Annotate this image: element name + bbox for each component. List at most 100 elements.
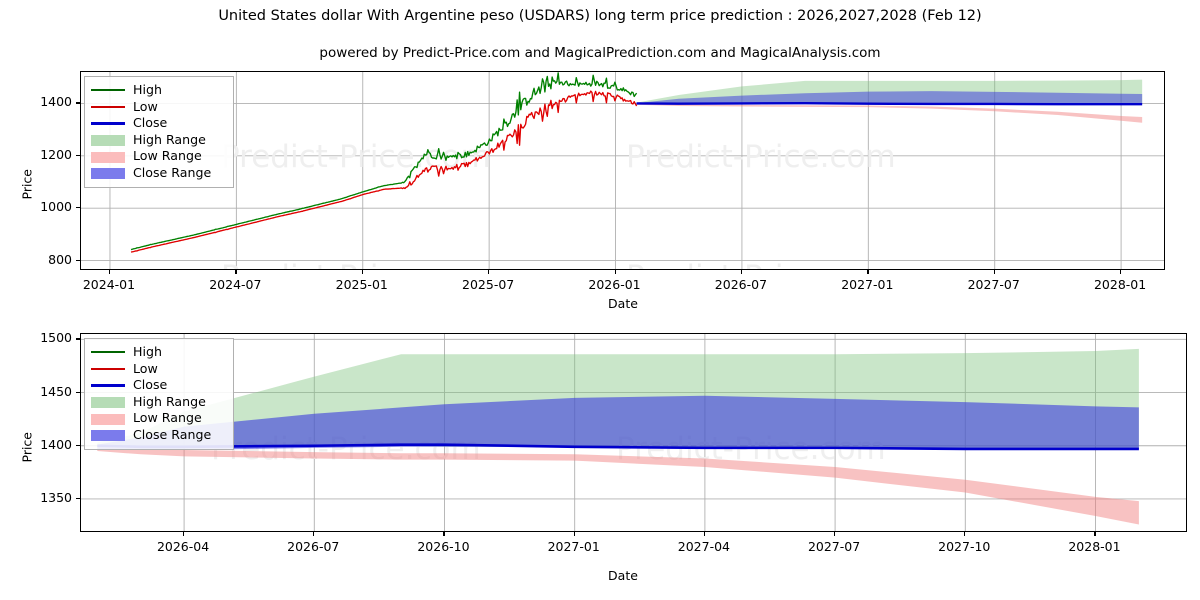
legend-item-high-range: High Range [91,394,226,411]
x-tick-mark [614,270,616,274]
page-subtitle: powered by Predict-Price.com and Magical… [319,45,881,61]
y-tick-mark [76,154,80,156]
svg-text:Predict-Price.com: Predict-Price.com [221,259,491,270]
x-tick-label: 2024-07 [209,277,262,292]
legend-label: Close Range [133,164,212,180]
overview-plot-svg: Predict-Price.com Predict-Price.com Predic… [81,72,1164,270]
x-tick-mark [488,270,490,274]
legend-item-low: Low [91,99,226,116]
legend-item-low: Low [91,361,226,378]
x-tick-mark [993,270,995,274]
x-tick-label: 2026-10 [417,539,470,554]
y-tick-label: 1200 [40,146,72,162]
legend-swatch-line-icon [91,117,125,129]
x-tick-mark [183,532,185,536]
legend-swatch-line-icon [91,101,125,113]
legend-item-close-range: Close Range [91,427,226,444]
legend-label: Close [133,377,168,393]
legend-label: High [133,344,162,359]
overview-legend: High Low Close High Range Low Range Close Ran… [84,76,234,188]
x-tick-label: 2026-07 [714,277,768,292]
legend-item-high-range: High Range [91,132,226,149]
y-tick-mark [76,497,80,500]
legend-item-high: High [91,82,226,99]
y-tick-label: 1400 [40,436,72,452]
y-tick-label: 1350 [40,489,72,505]
legend-swatch-patch-icon [91,134,125,147]
x-tick-label: 2028-01 [1093,277,1147,292]
legend-swatch-line-icon [91,346,125,358]
x-tick-label: 2027-01 [547,539,600,554]
forecast-x-axis-label: Date [608,568,638,583]
legend-item-high: High [91,344,226,361]
x-tick-mark [1120,270,1122,274]
legend-label: Close Range [133,426,212,442]
legend-label: Low Range [133,148,202,164]
y-tick-label: 1400 [40,94,72,110]
x-tick-label: 2026-07 [287,539,340,554]
forecast-plot-svg: Predict-Price.com Predict-Price.com [81,334,1186,531]
legend-swatch-line-icon [91,84,125,96]
legend-swatch-patch-icon [91,396,125,409]
overview-x-axis-label: Date [608,296,638,311]
legend-swatch-patch-icon [91,413,125,425]
legend-swatch-patch-icon [91,151,125,163]
y-tick-mark [76,207,80,209]
x-tick-label: 2024-01 [82,277,136,292]
x-tick-mark [834,532,836,536]
x-tick-label: 2026-04 [156,539,210,554]
svg-text:Predict-Price.com: Predict-Price.com [626,259,896,270]
x-tick-mark [313,532,315,536]
svg-text:Predict-Price.com: Predict-Price.com [626,139,896,175]
y-tick-label: 1000 [40,199,72,215]
x-tick-mark [235,270,237,274]
page-title: United States dollar With Argentine peso… [218,8,982,24]
legend-swatch-patch-icon [91,167,125,180]
svg-text:Predict-Price.com: Predict-Price.com [221,139,491,175]
legend-label: Low [133,360,158,376]
y-tick-label: 800 [48,251,72,267]
x-tick-mark [964,532,966,536]
legend-label: Low [133,98,158,114]
legend-item-close-range: Close Range [91,165,226,182]
legend-swatch-line-icon [91,363,125,375]
x-tick-label: 2026-01 [588,277,641,292]
y-tick-mark [76,259,80,261]
legend-item-close: Close [91,377,226,394]
x-tick-mark [740,270,743,274]
y-tick-mark [76,391,80,393]
x-tick-label: 2027-07 [967,277,1020,292]
x-tick-label: 2028-01 [1068,539,1121,554]
x-tick-label: 2027-04 [677,539,730,554]
x-tick-mark [1094,532,1096,536]
forecast-plot-area: Predict-Price.com Predict-Price.com [80,333,1187,532]
legend-swatch-line-icon [91,379,125,391]
y-tick-mark [76,338,80,340]
x-tick-mark [867,270,869,274]
legend-label: High Range [133,131,206,147]
overview-plot-area: Predict-Price.com Predict-Price.com Predic… [80,71,1165,270]
legend-item-low-range: Low Range [91,148,226,165]
x-tick-label: 2027-07 [807,539,861,554]
x-tick-mark [443,532,445,536]
y-tick-label: 1500 [40,330,72,346]
x-tick-mark [108,270,111,274]
x-tick-label: 2027-10 [938,539,991,554]
x-tick-mark [703,532,706,536]
x-tick-mark [573,532,575,536]
x-tick-label: 2027-01 [841,277,894,292]
legend-label: Close [133,115,168,131]
legend-label: High [133,82,162,97]
x-tick-label: 2025-07 [462,277,515,292]
forecast-y-axis-label: Price [19,432,35,463]
x-tick-label: 2025-01 [335,277,388,292]
legend-label: Low Range [133,410,202,426]
y-tick-label: 1450 [40,383,72,399]
legend-item-close: Close [91,115,226,132]
legend-label: High Range [133,393,206,409]
forecast-legend: High Low Close High Range Low Range Close Ran… [84,338,234,450]
legend-item-low-range: Low Range [91,410,226,427]
y-tick-mark [76,444,80,446]
x-tick-mark [361,270,363,274]
